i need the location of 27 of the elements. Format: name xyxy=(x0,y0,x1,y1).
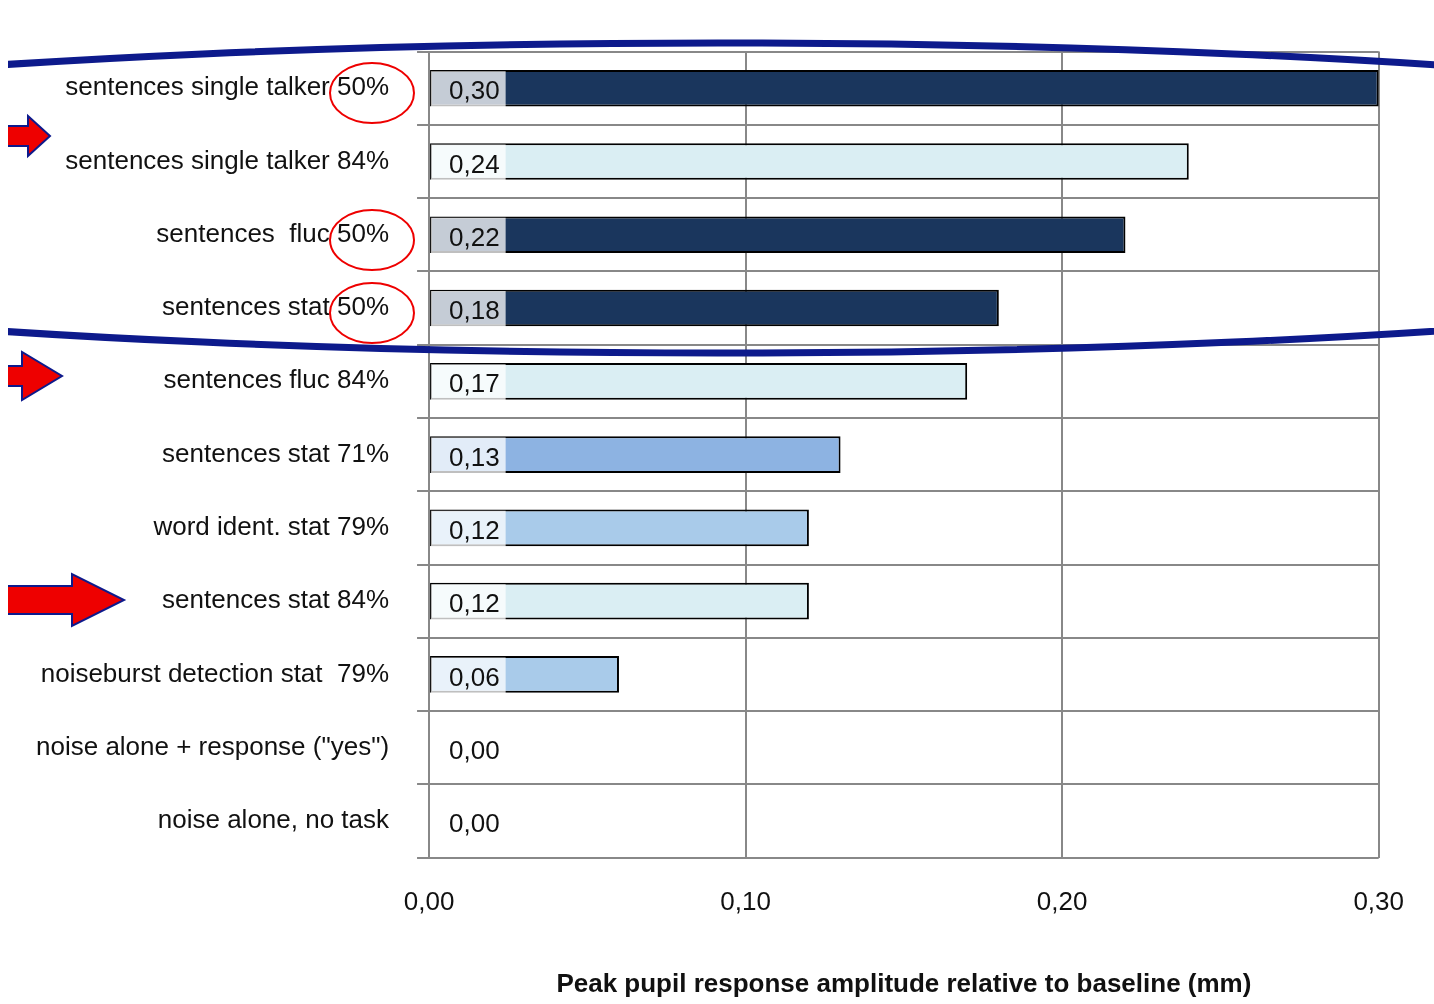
data-label: 0,12 xyxy=(449,515,500,546)
data-label: 0,00 xyxy=(449,808,500,839)
data-label: 0,12 xyxy=(449,588,500,619)
y-tick-label: sentences single talker 50% xyxy=(65,71,390,102)
x-tick-label: 0,30 xyxy=(1353,886,1404,917)
y-tick-label: sentences fluc 50% xyxy=(156,217,390,248)
data-label: 0,30 xyxy=(449,75,500,106)
data-label: 0,00 xyxy=(449,734,500,765)
data-label: 0,18 xyxy=(449,295,500,326)
x-tick-label: 0,20 xyxy=(1036,886,1088,917)
x-tick-label: 0,00 xyxy=(403,886,455,917)
x-axis-title: Peak pupil response amplitude relative to baseline (mm) xyxy=(556,967,1252,998)
y-tick-label: sentences stat 84% xyxy=(162,584,390,615)
data-label: 0,13 xyxy=(449,441,500,472)
x-tick-label: 0,10 xyxy=(720,886,771,917)
data-label: 0,06 xyxy=(449,661,500,692)
y-tick-label: word ident. stat 79% xyxy=(152,511,390,542)
data-label: 0,24 xyxy=(449,148,500,179)
y-tick-label: sentences stat 50% xyxy=(162,291,390,322)
y-tick-label: sentences single talker 84% xyxy=(65,144,390,175)
data-label: 0,17 xyxy=(449,368,500,399)
data-label: 0,22 xyxy=(449,221,500,252)
y-tick-label: sentences stat 71% xyxy=(162,437,390,468)
y-tick-label: sentences fluc 84% xyxy=(163,364,390,395)
y-tick-label: noise alone + response ("yes") xyxy=(36,730,390,761)
y-tick-label: noise alone, no task xyxy=(157,804,391,835)
y-tick-label: noiseburst detection stat 79% xyxy=(40,657,390,688)
